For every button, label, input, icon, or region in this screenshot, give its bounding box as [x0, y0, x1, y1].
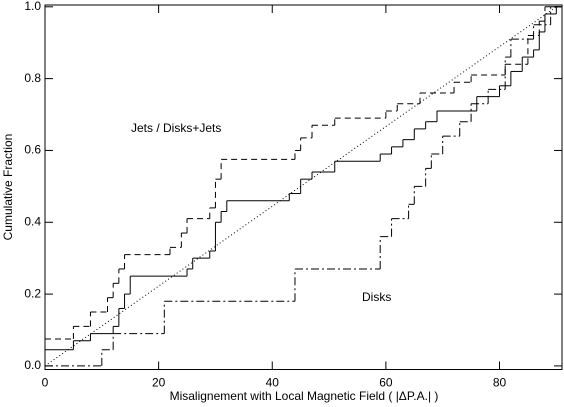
y-tick-label: 1.0	[24, 0, 41, 13]
x-tick-label: 60	[379, 376, 393, 390]
plot-frame	[44, 4, 563, 370]
annotation: Disks	[362, 290, 391, 304]
annotation: Jets / Disks+Jets	[131, 121, 221, 135]
y-tick-label: 0.0	[24, 358, 41, 372]
y-tick-label: 0.2	[24, 286, 41, 300]
x-tick-label: 20	[152, 376, 166, 390]
x-tick-label: 80	[493, 376, 507, 390]
y-tick-label: 0.6	[24, 143, 41, 157]
y-tick-label: 0.4	[24, 214, 41, 228]
reference-line	[44, 6, 557, 367]
x-tick-label: 0	[42, 376, 49, 390]
y-axis-label: Cumulative Fraction	[1, 134, 15, 241]
y-tick-label: 0.8	[24, 71, 41, 85]
x-axis-label: Misalignement with Local Magnetic Field …	[170, 389, 439, 403]
x-tick-label: 40	[266, 376, 280, 390]
